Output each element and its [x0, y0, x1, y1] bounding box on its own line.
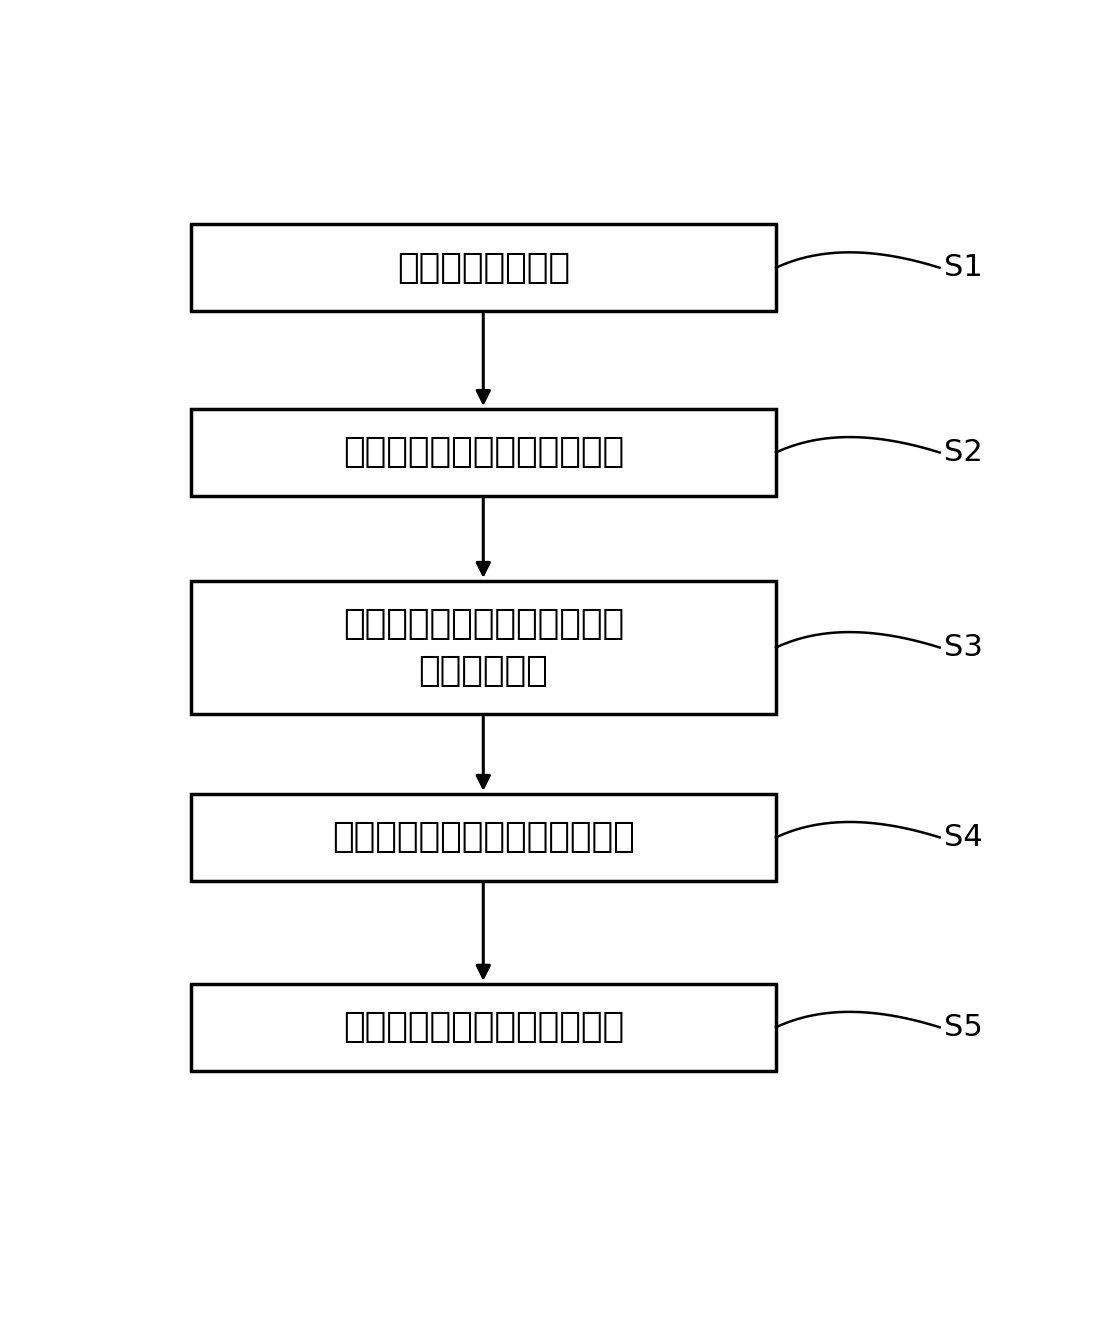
FancyBboxPatch shape	[191, 581, 775, 714]
Text: S1: S1	[944, 253, 983, 283]
FancyBboxPatch shape	[191, 409, 775, 496]
FancyBboxPatch shape	[191, 984, 775, 1070]
Text: 制成用于练习显微缝合的材料: 制成用于练习显微缝合的材料	[342, 1010, 624, 1044]
Text: 在活鱼中取出鱼鳔: 在活鱼中取出鱼鳔	[397, 251, 570, 285]
FancyBboxPatch shape	[191, 793, 775, 881]
Text: S5: S5	[944, 1013, 983, 1042]
Text: 清除鱼鳔附着的脂肪，并清洗: 清除鱼鳔附着的脂肪，并清洗	[342, 436, 624, 469]
Text: S3: S3	[944, 633, 983, 663]
Text: S4: S4	[944, 822, 983, 852]
Text: 将处理好的鱼鳔保存在生理盐
水或者冰箱中: 将处理好的鱼鳔保存在生理盐 水或者冰箱中	[342, 607, 624, 688]
FancyBboxPatch shape	[191, 224, 775, 312]
Text: S2: S2	[944, 439, 983, 467]
Text: 使用戊二醛对鱼鳔进行交联处理: 使用戊二醛对鱼鳔进行交联处理	[332, 820, 634, 854]
